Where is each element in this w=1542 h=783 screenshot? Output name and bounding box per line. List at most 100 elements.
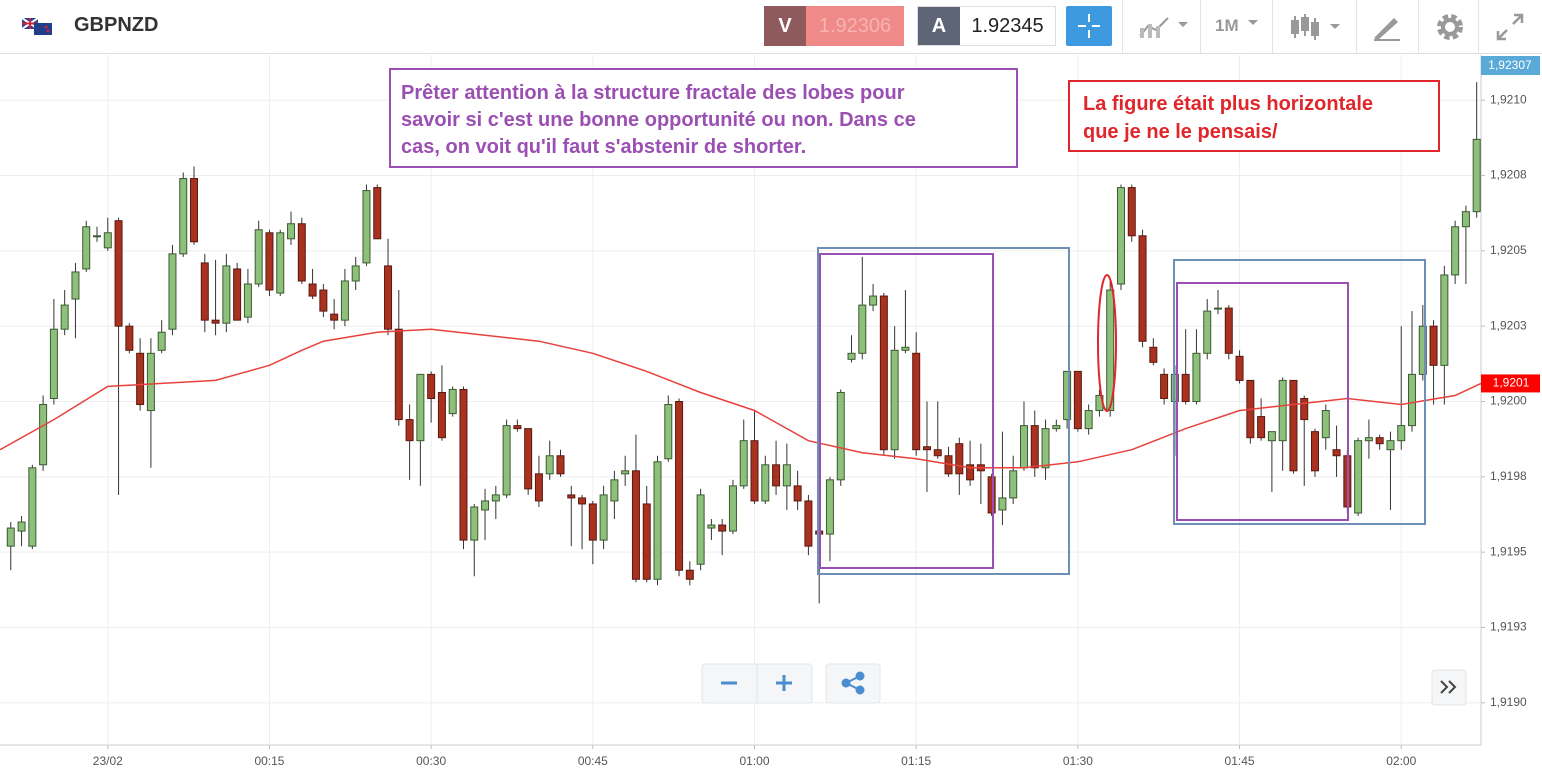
candle-body-down bbox=[718, 524, 727, 532]
ma-tag: 1,9201 bbox=[1493, 376, 1530, 390]
candle-body-up bbox=[1321, 410, 1330, 439]
candle-body-up bbox=[1009, 470, 1018, 499]
x-tick-label: 00:45 bbox=[578, 754, 608, 768]
chevron bbox=[1440, 680, 1449, 694]
chevron bbox=[1448, 680, 1457, 694]
highlight-box bbox=[817, 247, 1070, 575]
candle-body-up bbox=[1203, 310, 1212, 354]
candle-body-up bbox=[1063, 370, 1072, 421]
highlight-ellipse bbox=[1097, 274, 1117, 412]
x-tick-label: 23/02 bbox=[93, 754, 123, 768]
candle-body-up bbox=[1106, 289, 1115, 412]
candle-body-down bbox=[675, 401, 684, 571]
zoom-in[interactable] bbox=[776, 675, 792, 691]
highlight-box bbox=[1176, 282, 1349, 521]
y-tick-label: 1,9195 bbox=[1490, 544, 1527, 558]
x-tick-label: 01:45 bbox=[1225, 754, 1255, 768]
candle-body-down bbox=[437, 391, 446, 439]
candle-body-up bbox=[71, 271, 80, 300]
candle-body-up bbox=[17, 521, 26, 532]
candle-body-up bbox=[168, 253, 177, 330]
sell-button[interactable]: V 1.92306 bbox=[764, 6, 904, 46]
annotation: Prêter attention à la structure fractale… bbox=[401, 82, 916, 158]
candle-body-up bbox=[739, 440, 748, 487]
annotation-line: cas, on voit qu'il faut s'abstenir de sh… bbox=[401, 136, 806, 158]
candle-body-down bbox=[265, 232, 274, 291]
annotation-line: Prêter attention à la structure fractale… bbox=[401, 82, 905, 104]
candle-body-down bbox=[804, 500, 813, 547]
candle-body-down bbox=[233, 268, 242, 321]
candle-body-down bbox=[1160, 373, 1169, 399]
candle-body-up bbox=[1192, 352, 1201, 403]
candle-type-button[interactable] bbox=[1290, 12, 1346, 42]
fullscreen-button[interactable] bbox=[1494, 11, 1526, 43]
scroll-right[interactable] bbox=[1431, 669, 1467, 706]
moving-average bbox=[0, 328, 1482, 469]
candle-body-up bbox=[1408, 373, 1417, 427]
drawing-button[interactable] bbox=[1372, 12, 1402, 42]
candle-body-down bbox=[1289, 379, 1298, 472]
dropdown-arrow bbox=[1248, 20, 1258, 25]
candle-body-down bbox=[772, 464, 781, 487]
candle-body-up bbox=[1386, 440, 1395, 451]
candle-body-down bbox=[384, 265, 393, 330]
candle-body-down bbox=[1311, 431, 1320, 472]
candle-body-down bbox=[319, 289, 328, 312]
candle-body-down bbox=[427, 373, 436, 399]
candle-body-down bbox=[190, 178, 199, 243]
crosshair-button[interactable] bbox=[1066, 6, 1112, 46]
candle-body-up bbox=[103, 232, 112, 249]
candle-body-up bbox=[664, 404, 673, 460]
timeframe[interactable]: 1M bbox=[1215, 16, 1239, 35]
candle-body-down bbox=[308, 283, 317, 297]
candle-body-down bbox=[373, 187, 382, 240]
candle-body-down bbox=[524, 428, 533, 490]
candle-body-up bbox=[825, 479, 834, 535]
candle-body-up bbox=[481, 500, 490, 511]
candle-body-down bbox=[1138, 235, 1147, 342]
candle-body-up bbox=[761, 464, 770, 502]
chart-type-button[interactable] bbox=[1138, 14, 1192, 40]
candle-body-down bbox=[642, 503, 651, 580]
candle-body-down bbox=[1127, 187, 1136, 237]
sell-price: 1.92306 bbox=[806, 6, 904, 46]
toolbar: GBPNZD V 1.92306 A 1.92345 1M bbox=[0, 0, 1542, 54]
candle-body-up bbox=[1084, 410, 1093, 430]
candle-body-down bbox=[534, 473, 543, 502]
candle-body-up bbox=[1213, 307, 1222, 310]
candle-body-down bbox=[1429, 325, 1438, 366]
share-icon bbox=[841, 671, 865, 695]
y-tick-label: 1,9208 bbox=[1490, 168, 1527, 182]
y-tick-label: 1,9203 bbox=[1490, 318, 1527, 332]
candle-body-up bbox=[448, 388, 457, 415]
settings-button[interactable] bbox=[1434, 11, 1466, 43]
candle-body-down bbox=[297, 223, 306, 282]
candle-body-up bbox=[6, 527, 15, 547]
candle-body-down bbox=[114, 220, 123, 327]
candle-body-up bbox=[1019, 425, 1028, 469]
x-tick-label: 01:00 bbox=[739, 754, 769, 768]
annotation-line: que je ne le pensais/ bbox=[1083, 121, 1278, 143]
candle-body-up bbox=[1267, 431, 1276, 442]
candle-body-up bbox=[998, 497, 1007, 511]
candle-body-up bbox=[836, 391, 845, 481]
candle-body-down bbox=[987, 476, 996, 514]
candle-body-up bbox=[545, 455, 554, 475]
candle-body-up bbox=[621, 470, 630, 475]
candle-body-up bbox=[901, 346, 910, 351]
y-tick-label: 1,9210 bbox=[1490, 92, 1527, 106]
x-tick-label: 01:30 bbox=[1063, 754, 1093, 768]
candle-body-up bbox=[502, 425, 511, 496]
buy-button[interactable]: A 1.92345 bbox=[917, 6, 1056, 46]
buy-price: 1.92345 bbox=[971, 14, 1044, 37]
candle-body-up bbox=[1440, 274, 1449, 366]
candle-body-up bbox=[470, 506, 479, 541]
candle-body-down bbox=[1235, 355, 1244, 381]
candle-body-up bbox=[362, 190, 371, 264]
candle-body-down bbox=[1181, 373, 1190, 403]
share-button[interactable] bbox=[825, 663, 881, 704]
x-tick-label: 02:00 bbox=[1386, 754, 1416, 768]
highlight-box bbox=[819, 253, 994, 569]
candle-body-down bbox=[685, 569, 694, 580]
